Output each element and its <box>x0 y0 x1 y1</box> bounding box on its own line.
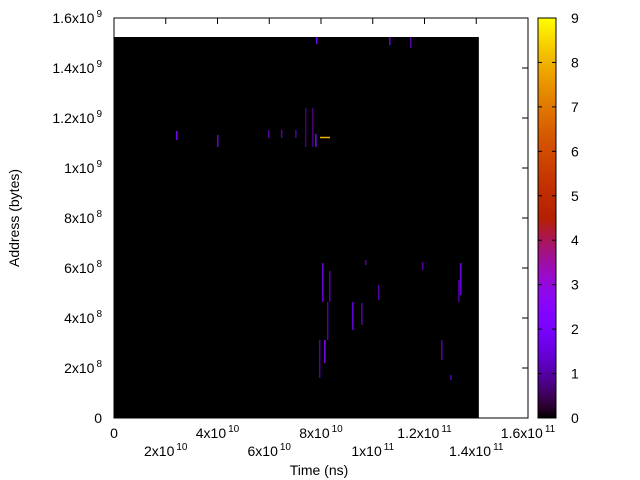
heatmap-cell <box>377 285 380 300</box>
tick-label: 1.6x10 9 <box>52 9 102 26</box>
y-axis: 0 2x10 8 4x10 8 6x10 8 8x10 8 1x10 9 1.2x10 9 1.4x10 9… <box>52 9 528 426</box>
tick-label: 4x10 8 <box>64 309 102 326</box>
heatmap-cell <box>458 280 460 302</box>
heatmap-cell <box>410 37 412 48</box>
heatmap-cell <box>295 130 297 138</box>
colorbar-tick-label: 8 <box>571 54 579 70</box>
tick-label: 8x10 10 <box>299 424 343 441</box>
colorbar-axis: 0 1 2 3 4 5 6 7 8 9 <box>538 10 579 426</box>
colorbar-tick-label: 1 <box>571 366 579 382</box>
heatmap-cell <box>318 340 321 378</box>
heatmap-cell <box>450 375 452 380</box>
heatmap-cell <box>267 130 270 138</box>
tick-label: 6x10 10 <box>248 442 292 459</box>
tick-label: 1.2x10 9 <box>52 109 102 126</box>
colorbar-tick-label: 5 <box>571 188 579 204</box>
heatmap-cell <box>329 271 331 302</box>
plot-area <box>114 37 479 418</box>
tick-label: 2x10 8 <box>64 359 102 376</box>
tick-label: 1x10 11 <box>351 442 394 459</box>
heatmap-cell <box>326 302 329 340</box>
colorbar-tick-label: 0 <box>571 410 579 426</box>
data-region <box>114 37 479 418</box>
heatmap-cell <box>280 130 283 138</box>
heatmap-cell <box>319 136 331 139</box>
heatmap-cell <box>441 340 443 360</box>
heatmap-cell <box>315 134 317 147</box>
heatmap-cells <box>176 37 462 380</box>
heatmap-cell <box>364 260 367 265</box>
tick-label: 4x10 10 <box>196 424 240 441</box>
y-axis-label: Address (bytes) <box>6 169 22 267</box>
heatmap-cell <box>311 108 314 147</box>
heatmap-cell <box>361 303 363 325</box>
colorbar-tick-label: 7 <box>571 99 579 115</box>
heatmap-cell <box>421 262 424 270</box>
colorbar-tick-label: 9 <box>571 10 579 26</box>
tick-label: 1.4x10 11 <box>449 442 504 459</box>
colorbar-tick-label: 6 <box>571 143 579 159</box>
tick-label: 1.4x10 9 <box>52 59 102 76</box>
heatmap-cell <box>316 37 318 44</box>
colorbar-tick-label: 4 <box>571 232 579 248</box>
colorbar-tick-label: 3 <box>571 277 579 293</box>
heatmap-cell <box>304 108 307 147</box>
x-axis-label: Time (ns) <box>290 462 349 478</box>
tick-label: 0 <box>94 410 102 426</box>
tick-label: 0 <box>110 425 118 441</box>
heatmap-cell <box>176 131 178 140</box>
tick-label: 8x10 8 <box>64 209 102 226</box>
tick-label: 1.2x10 11 <box>397 424 452 441</box>
heatmap-cell <box>389 37 391 45</box>
colorbar <box>537 17 557 419</box>
colorbar-tick-label: 2 <box>571 321 579 337</box>
tick-label: 1x10 9 <box>64 159 102 176</box>
heatmap-cell <box>216 135 219 147</box>
heatmap-cell <box>324 340 326 363</box>
tick-label: 2x10 10 <box>144 442 188 459</box>
heatmap-cell <box>459 263 462 295</box>
heatmap-cell <box>352 302 354 330</box>
tick-label: 1.6x10 11 <box>501 424 556 441</box>
heatmap-cell <box>322 263 324 302</box>
tick-label: 6x10 8 <box>64 259 102 276</box>
